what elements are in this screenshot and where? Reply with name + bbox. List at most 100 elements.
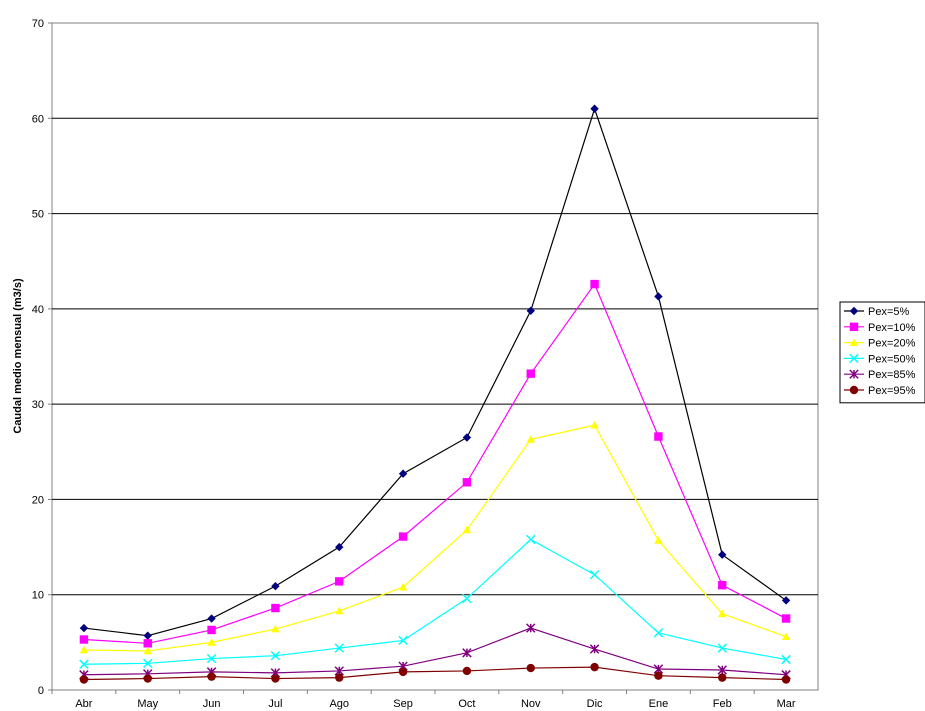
data-point [462,525,472,534]
data-point [781,632,791,640]
data-point [143,674,152,683]
series-group [79,104,791,684]
data-point [526,306,535,315]
x-tick-label: May [137,698,158,710]
data-point [462,648,472,658]
data-point [462,433,472,442]
data-point [398,582,408,591]
data-point [781,675,791,684]
x-tick-label: Dic [587,698,603,710]
series-6 [79,662,791,684]
data-point [590,279,599,289]
data-point [590,662,599,672]
y-tick-label: 10 [32,590,44,602]
series-4 [79,534,791,670]
legend-swatch-marker [849,338,859,346]
data-point [526,435,535,443]
data-point [271,674,280,683]
data-point [398,532,408,541]
legend-swatch-marker [849,369,859,379]
data-point [79,675,89,684]
data-point [143,658,153,669]
data-point [526,623,536,633]
y-tick-label: 70 [32,18,44,30]
data-point [718,609,727,618]
y-tick-label: 40 [32,304,44,316]
data-point [718,550,727,559]
legend-label: Pex=85% [868,369,916,381]
data-point [143,631,152,640]
data-point [781,614,791,623]
data-point [654,536,663,544]
y-axis-ticks: 0 10 20 30 40 50 60 70 [32,18,52,697]
data-point [206,653,217,664]
y-axis-label: Caudal medio mensual (m3/s) [12,278,24,434]
legend-label: Pex=5% [868,306,909,318]
x-tick-label: Oct [458,698,475,710]
series-2 [79,279,791,648]
series-line [83,106,787,637]
legend-label: Pex=50% [868,353,916,365]
data-point [335,606,344,615]
legend-swatch-marker [849,322,859,331]
data-point [462,593,472,604]
data-point [79,623,89,633]
data-point [781,596,791,605]
data-point [590,420,599,429]
data-point [718,580,727,590]
x-tick-label: Mar [777,698,796,710]
data-point [654,432,663,441]
x-tick-label: Jun [203,698,221,710]
data-point [398,667,408,677]
data-point [590,104,599,113]
data-point [717,643,727,653]
legend-item: Pex=85% [844,369,916,381]
data-point [207,614,216,623]
data-point [653,628,664,638]
legend-label: Pex=10% [868,322,916,334]
data-point [79,659,89,670]
series-3 [79,420,791,655]
y-tick-label: 50 [32,209,44,221]
data-point [781,654,791,665]
data-point [526,369,535,378]
series-line [83,282,787,644]
data-point [526,534,536,545]
plot-area [51,22,819,691]
data-point [718,673,727,682]
x-tick-label: Abr [75,698,92,710]
data-point [589,569,600,580]
series-line [83,538,787,665]
data-point [589,644,600,654]
gridlines [52,117,818,596]
x-tick-label: Feb [713,698,732,710]
x-tick-label: Ene [649,698,669,710]
data-point [398,635,408,646]
legend: Pex=5% Pex=10% Pex=20% Pex=50% Pex=85% Pex=95… [839,301,925,404]
data-point [271,624,280,633]
data-point [207,638,216,646]
data-point [335,673,344,682]
legend-swatch-marker [849,353,859,364]
data-point [334,643,344,653]
y-tick-label: 60 [32,113,44,125]
data-point [143,646,152,655]
legend-swatch-marker [849,306,859,316]
data-point [462,666,472,676]
data-point [398,469,408,478]
x-tick-label: Jul [268,698,282,710]
x-axis-ticks: Abr May Jun Jul Ago Sep Oct Nov Dic Ene Feb Mar [51,690,796,710]
legend-item: Pex=5% [844,306,909,318]
series-line [83,627,787,676]
legend-item: Pex=20% [844,338,916,350]
data-point [654,671,663,680]
legend-item: Pex=10% [844,322,916,334]
data-point [270,650,281,661]
data-point [143,639,152,648]
x-tick-label: Nov [521,698,541,710]
legend-label: Pex=20% [868,338,916,350]
data-point [526,663,535,673]
legend-label: Pex=95% [868,385,916,397]
data-point [717,665,727,675]
